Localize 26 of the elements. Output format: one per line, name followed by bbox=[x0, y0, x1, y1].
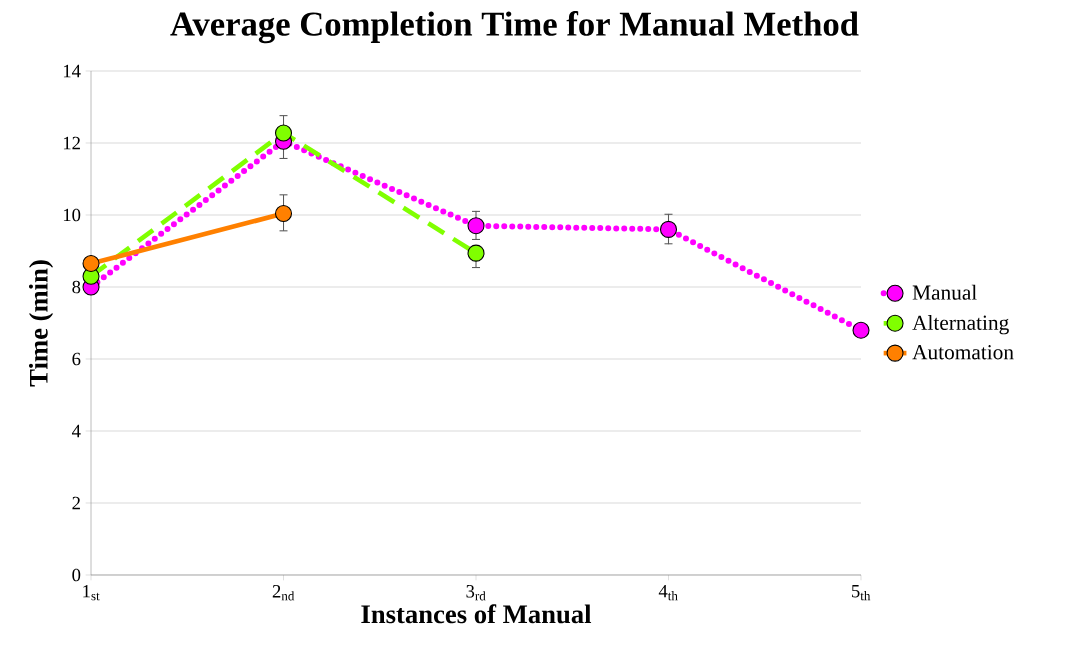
legend-label: Manual bbox=[912, 284, 977, 300]
y-tick-label: 0 bbox=[72, 568, 81, 582]
x-tick-label: 1$_{st}$ bbox=[83, 585, 100, 601]
point bbox=[467, 217, 485, 235]
point bbox=[82, 255, 100, 273]
point bbox=[274, 124, 293, 142]
point bbox=[274, 205, 293, 223]
y-tick-label: 14 bbox=[63, 64, 81, 78]
chart-title: Average Completion Time for Manual Method bbox=[170, 11, 859, 44]
y-tick-label: 2 bbox=[72, 496, 80, 510]
y-tick-label: 10 bbox=[63, 208, 81, 222]
x-tick-label: 5$_{th}$ bbox=[852, 585, 871, 601]
y-tick-label: 6 bbox=[72, 352, 81, 366]
y-axis-title: Time (min) bbox=[28, 260, 54, 387]
x-tick-label: 3$_{rd}$ bbox=[466, 585, 486, 601]
legend-label: Alternating bbox=[912, 314, 1009, 335]
x-axis-title: Instances of Manual bbox=[361, 604, 592, 624]
point bbox=[467, 244, 485, 262]
y-tick-label: 4 bbox=[71, 424, 81, 438]
y-tick-label: 8 bbox=[72, 280, 81, 294]
point bbox=[852, 321, 870, 339]
x-tick-label: 2$_{nd}$ bbox=[272, 585, 295, 601]
legend-label: Automation bbox=[912, 345, 1014, 360]
y-tick-label: 12 bbox=[63, 136, 80, 150]
point bbox=[659, 220, 678, 238]
x-tick-label: 4$_{th}$ bbox=[658, 585, 678, 601]
